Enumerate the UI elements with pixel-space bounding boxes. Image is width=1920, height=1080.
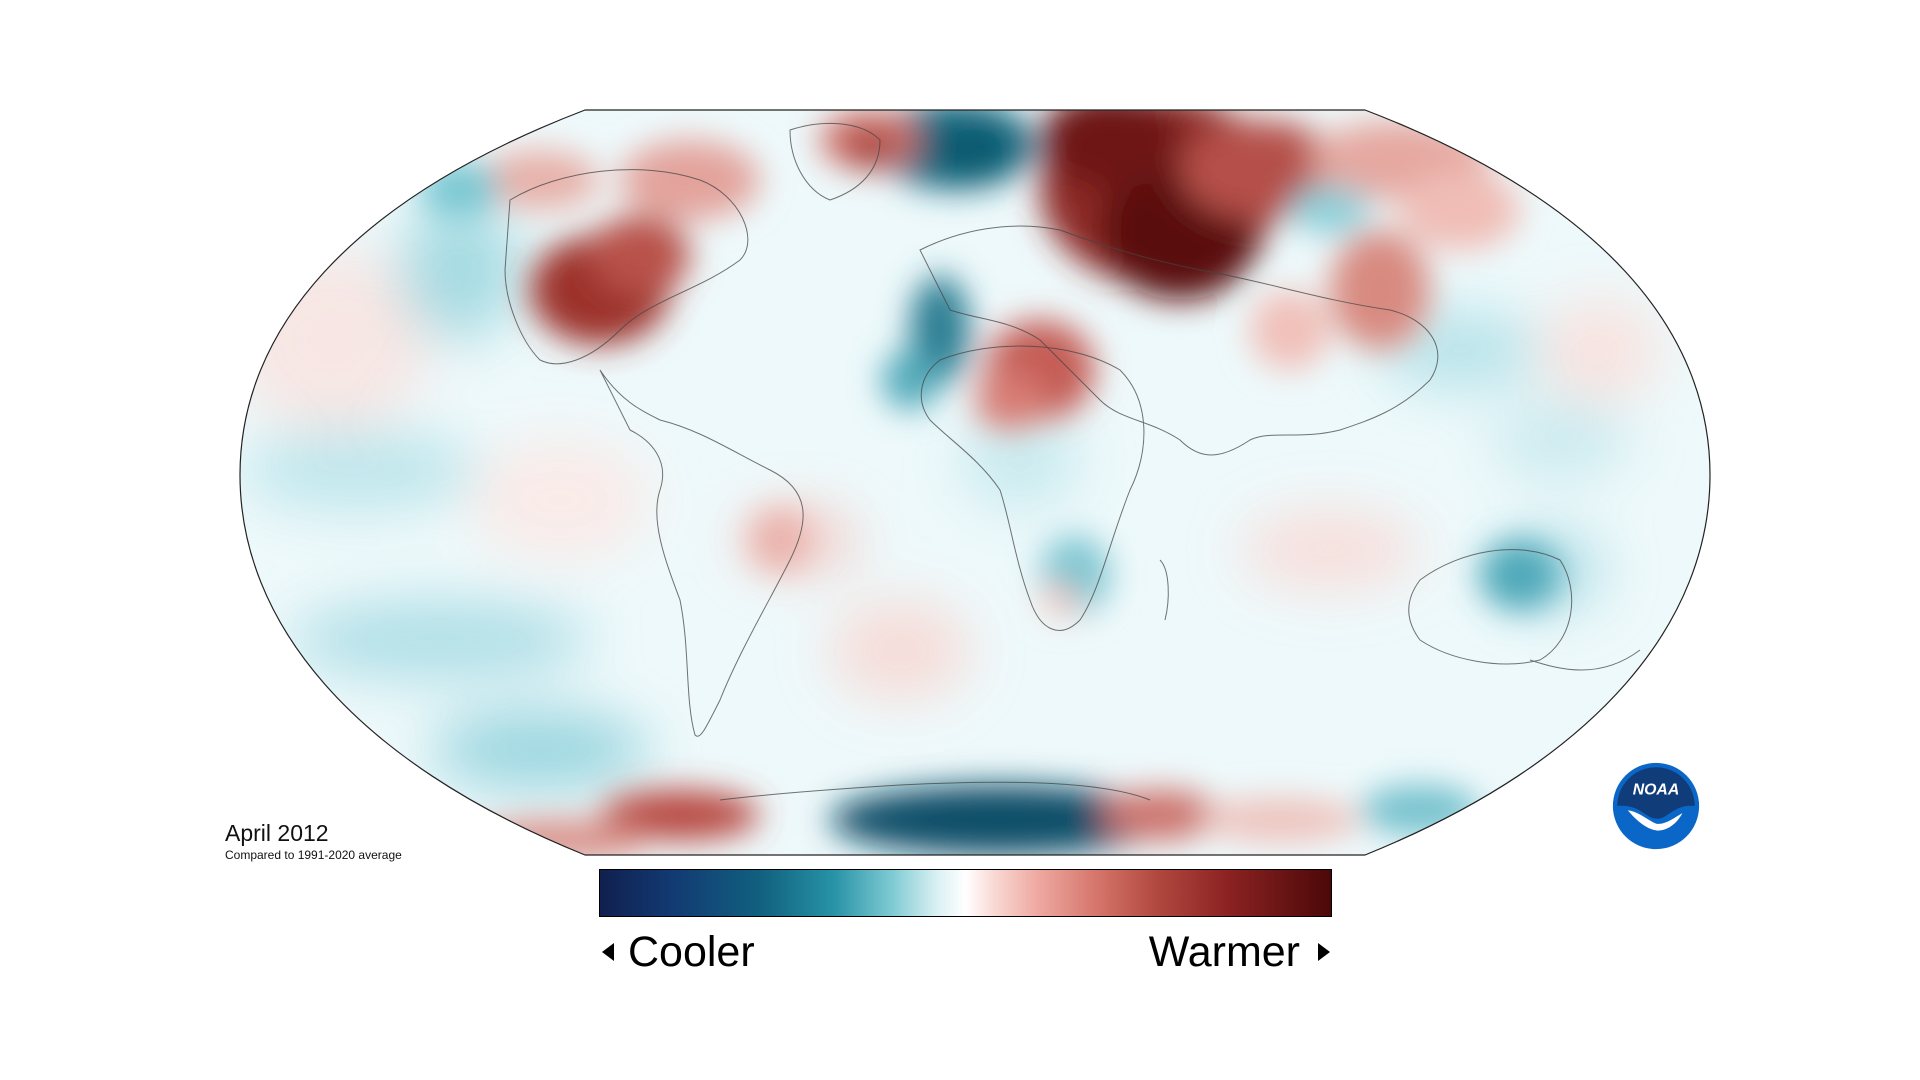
noaa-logo-text: NOAA bbox=[1633, 782, 1680, 799]
warmer-label: Warmer bbox=[1149, 928, 1330, 976]
cooler-text: Cooler bbox=[628, 928, 755, 976]
noaa-logo-icon: NOAA bbox=[1612, 762, 1700, 850]
cooler-label: Cooler bbox=[602, 928, 755, 976]
map-caption: April 2012 Compared to 1991-2020 average bbox=[225, 820, 402, 862]
map-outline bbox=[239, 109, 1711, 856]
map-subtitle: Compared to 1991-2020 average bbox=[225, 848, 402, 862]
map-title: April 2012 bbox=[225, 820, 329, 846]
triangle-left-icon bbox=[602, 943, 614, 961]
color-scale-bar bbox=[599, 869, 1332, 917]
coastlines bbox=[504, 122, 1641, 801]
triangle-right-icon bbox=[1318, 943, 1330, 961]
anomaly-field bbox=[240, 110, 1710, 855]
warmer-text: Warmer bbox=[1148, 928, 1300, 976]
